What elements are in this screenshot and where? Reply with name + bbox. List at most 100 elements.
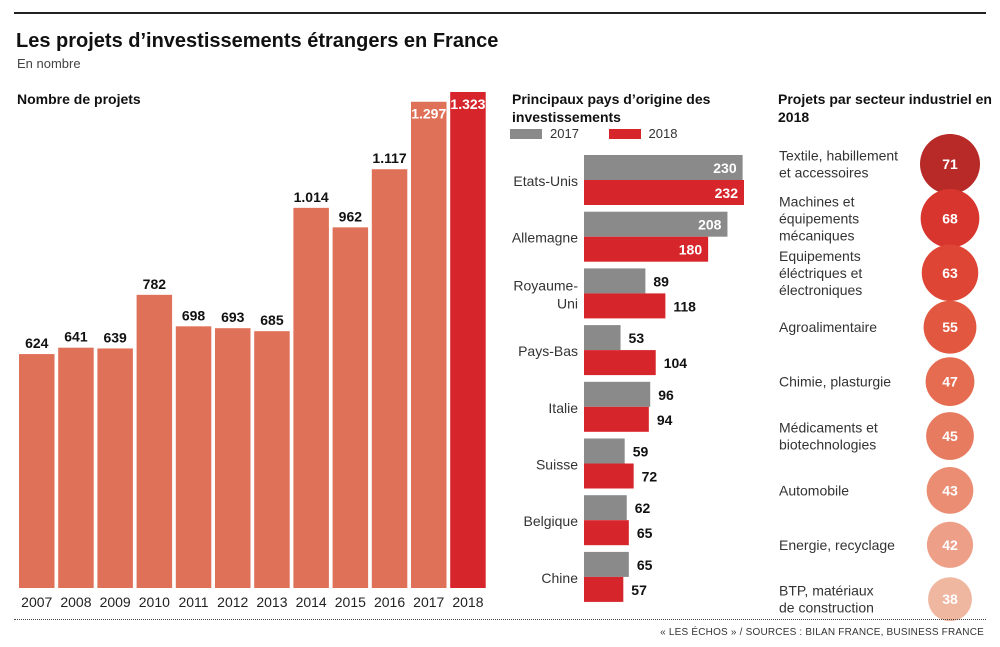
country-label-5-0: Suisse — [536, 457, 578, 473]
sector-bubble-2 — [921, 244, 979, 302]
bar-value-label-2014: 1.014 — [294, 189, 329, 205]
legend-item-2018: 2018 — [608, 126, 678, 141]
legend-item-2017: 2017 — [510, 126, 579, 141]
country-value-2017-5: 59 — [633, 444, 649, 460]
bar-value-label-2015: 962 — [339, 208, 363, 224]
sector-bubble-0 — [920, 134, 980, 194]
year-bar-2015 — [332, 227, 369, 589]
projects-chart-title: Nombre de projets — [17, 91, 141, 107]
sector-label-8-0: BTP, matériaux — [779, 583, 874, 599]
page-subtitle: En nombre — [17, 56, 81, 71]
page-title: Les projets d’investissements étrangers … — [16, 30, 499, 52]
country-label-1-0: Allemagne — [512, 230, 578, 246]
legend-label-2017: 2017 — [550, 126, 579, 141]
year-axis-label-2017: 2017 — [413, 594, 444, 610]
year-bar-2011 — [175, 326, 212, 588]
year-bar-2007 — [19, 354, 55, 588]
year-bar-2013 — [254, 331, 290, 588]
country-value-2018-6: 65 — [637, 525, 653, 541]
source-credit: « LES ÉCHOS » / SOURCES : BILAN FRANCE, … — [660, 627, 984, 638]
year-axis-label-2013: 2013 — [256, 594, 287, 610]
country-bar-2018-7 — [584, 576, 624, 602]
sectors-chart-title: Projets par secteur industriel en 2018 — [778, 91, 992, 125]
country-bar-2017-3 — [584, 325, 621, 351]
year-bar-2009 — [97, 348, 133, 588]
countries-legend: 2017 2018 — [510, 126, 703, 142]
year-bar-2017 — [411, 101, 447, 588]
sector-value-0: 71 — [942, 156, 958, 172]
year-bar-2018 — [450, 92, 486, 588]
country-label-6-0: Belgique — [524, 513, 579, 529]
countries-chart-title: Principaux pays d’origine des investisse… — [512, 91, 711, 125]
country-bar-2017-7 — [584, 551, 629, 577]
country-label-3-0: Pays-Bas — [518, 343, 578, 359]
country-label-2-0: Royaume- — [513, 277, 578, 293]
top-rule — [14, 12, 986, 14]
sector-bubble-1 — [920, 189, 980, 248]
country-value-2018-7: 57 — [631, 582, 647, 598]
sector-value-6: 43 — [942, 482, 958, 498]
country-value-2017-6: 62 — [635, 500, 651, 516]
sector-label-0-1: et accessoires — [779, 165, 868, 181]
country-bar-2017-6 — [584, 495, 627, 521]
sector-label-7-0: Energie, recyclage — [779, 537, 895, 553]
country-value-2017-0: 230 — [713, 160, 737, 176]
sector-value-3: 55 — [942, 319, 958, 335]
sector-value-2: 63 — [942, 265, 958, 281]
country-value-2018-2: 118 — [673, 298, 696, 314]
legend-swatch-red — [608, 128, 641, 139]
year-bar-2012 — [215, 328, 251, 588]
legend-swatch-grey — [510, 128, 542, 139]
country-value-2018-3: 104 — [664, 355, 688, 371]
year-axis-label-2012: 2012 — [217, 594, 248, 610]
sector-value-5: 45 — [942, 428, 958, 444]
country-bar-2018-0 — [584, 180, 744, 205]
sector-label-1-2: mécaniques — [779, 227, 855, 243]
legend-label-2018: 2018 — [648, 126, 678, 141]
sector-label-1-1: équipements — [779, 210, 859, 226]
country-bar-2017-2 — [584, 268, 646, 294]
year-axis-label-2016: 2016 — [374, 594, 405, 610]
country-value-2017-1: 208 — [698, 217, 722, 233]
year-axis-label-2008: 2008 — [60, 594, 91, 610]
sector-label-1-0: Machines et — [779, 193, 855, 209]
country-label-0-0: Etats-Unis — [513, 173, 578, 189]
bar-value-label-2013: 685 — [260, 312, 284, 328]
bar-value-label-2008: 641 — [64, 329, 88, 345]
year-axis-label-2015: 2015 — [335, 594, 366, 610]
sector-label-5-0: Médicaments et — [779, 420, 878, 436]
sector-label-6-0: Automobile — [779, 482, 849, 498]
bar-value-label-2017: 1.297 — [411, 106, 446, 122]
year-axis-label-2014: 2014 — [296, 594, 327, 610]
country-bar-2018-2 — [584, 293, 666, 319]
sector-bubble-6 — [926, 467, 974, 514]
country-label-7-0: Chine — [541, 570, 578, 586]
sector-label-2-1: éléctriques et — [779, 265, 862, 281]
country-value-2017-4: 96 — [658, 387, 674, 403]
country-label-2-1: Uni — [557, 295, 578, 311]
sector-label-4-0: Chimie, plasturgie — [779, 374, 891, 390]
year-bar-2010 — [136, 294, 173, 588]
country-bar-2018-3 — [584, 350, 656, 376]
sector-label-3-0: Agroalimentaire — [779, 319, 877, 335]
sector-label-2-2: électroniques — [779, 282, 862, 298]
bar-value-label-2011: 698 — [182, 307, 206, 323]
country-value-2018-5: 72 — [642, 469, 658, 485]
sector-label-8-1: de construction — [779, 600, 874, 616]
year-axis-label-2007: 2007 — [21, 594, 52, 610]
country-value-2017-7: 65 — [637, 557, 653, 573]
year-bar-2016 — [371, 169, 408, 588]
bar-value-label-2016: 1.117 — [372, 150, 406, 166]
country-bar-2018-1 — [584, 236, 709, 262]
year-axis-label-2010: 2010 — [139, 594, 170, 610]
country-bar-2017-5 — [584, 438, 625, 464]
country-label-4-0: Italie — [548, 400, 578, 416]
sector-bubble-8 — [928, 577, 972, 622]
country-value-2018-1: 180 — [679, 242, 703, 258]
bar-value-label-2009: 639 — [103, 329, 127, 345]
country-bar-2018-4 — [584, 406, 649, 432]
sector-value-4: 47 — [942, 374, 958, 390]
sector-bubble-5 — [926, 412, 974, 460]
country-bar-2018-5 — [584, 463, 634, 489]
country-bar-2018-6 — [584, 520, 629, 546]
